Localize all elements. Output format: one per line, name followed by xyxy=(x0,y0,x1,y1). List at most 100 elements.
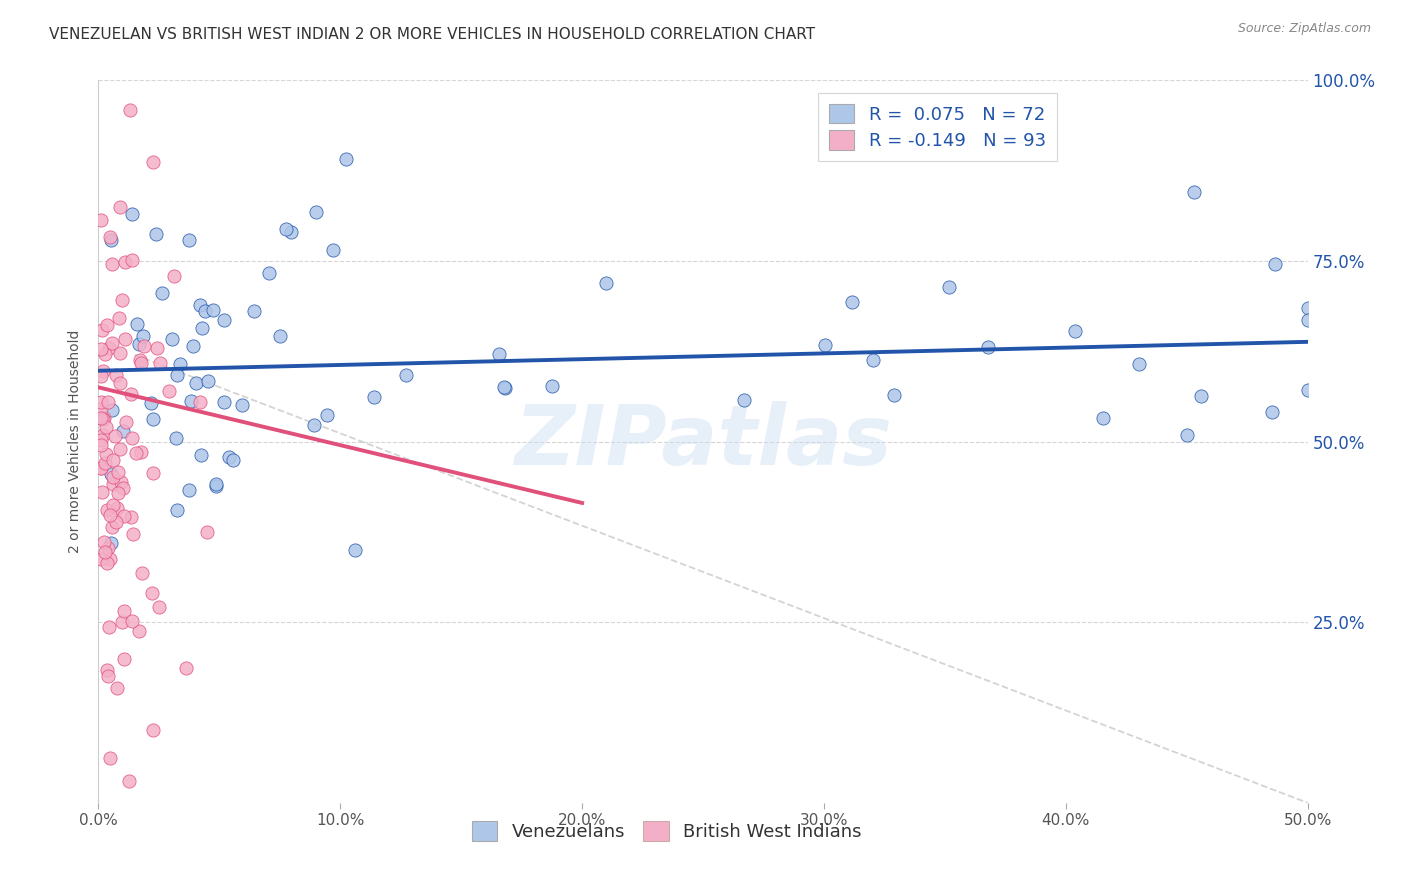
Point xyxy=(112,604,135,618)
Point xyxy=(100,257,122,271)
Point xyxy=(93,412,115,426)
Point xyxy=(269,328,291,343)
Point xyxy=(195,524,218,539)
Point xyxy=(94,420,117,434)
Point xyxy=(90,395,112,409)
Text: VENEZUELAN VS BRITISH WEST INDIAN 2 OR MORE VEHICLES IN HOUSEHOLD CORRELATION CH: VENEZUELAN VS BRITISH WEST INDIAN 2 OR M… xyxy=(49,27,815,42)
Point xyxy=(1296,312,1319,326)
Point xyxy=(98,508,121,522)
Point xyxy=(841,295,863,310)
Point xyxy=(1296,384,1319,398)
Point xyxy=(142,466,165,480)
Point xyxy=(90,460,112,475)
Point xyxy=(91,484,114,499)
Point xyxy=(862,352,884,367)
Point xyxy=(222,453,245,467)
Point xyxy=(120,387,142,401)
Point xyxy=(1182,185,1205,199)
Point xyxy=(90,411,112,425)
Point xyxy=(212,394,235,409)
Point xyxy=(242,304,264,318)
Point xyxy=(132,339,155,353)
Point xyxy=(218,450,240,464)
Point xyxy=(90,460,112,475)
Point xyxy=(322,243,344,257)
Point xyxy=(257,267,280,281)
Point xyxy=(111,615,134,629)
Point xyxy=(883,388,905,402)
Point xyxy=(190,448,212,462)
Point xyxy=(145,227,167,241)
Point xyxy=(101,498,124,512)
Point xyxy=(595,276,617,290)
Point xyxy=(128,353,150,368)
Point xyxy=(488,347,510,361)
Point xyxy=(938,280,960,294)
Point xyxy=(188,395,211,409)
Point xyxy=(122,526,145,541)
Point xyxy=(100,234,122,248)
Point xyxy=(96,503,118,517)
Point xyxy=(108,311,131,326)
Point xyxy=(94,347,117,361)
Point xyxy=(160,332,183,346)
Point xyxy=(98,751,121,765)
Point xyxy=(100,467,122,482)
Point xyxy=(103,470,125,484)
Point xyxy=(141,396,163,410)
Point xyxy=(124,445,146,459)
Point xyxy=(162,268,184,283)
Point xyxy=(110,442,132,456)
Point xyxy=(191,321,214,335)
Point xyxy=(146,341,169,355)
Point xyxy=(494,380,516,394)
Point xyxy=(343,543,366,558)
Point xyxy=(280,225,302,239)
Point xyxy=(1264,257,1286,271)
Point xyxy=(1128,357,1150,371)
Point xyxy=(184,376,207,391)
Point xyxy=(1064,324,1087,338)
Point xyxy=(194,304,217,318)
Point xyxy=(128,336,150,351)
Text: Source: ZipAtlas.com: Source: ZipAtlas.com xyxy=(1237,22,1371,36)
Point xyxy=(201,303,224,318)
Point xyxy=(110,376,132,391)
Point xyxy=(94,545,117,559)
Point xyxy=(174,661,197,675)
Point xyxy=(101,519,124,533)
Legend: Venezuelans, British West Indians: Venezuelans, British West Indians xyxy=(465,814,869,848)
Point xyxy=(363,390,385,404)
Point xyxy=(1189,389,1212,403)
Point xyxy=(98,620,121,634)
Point xyxy=(98,230,121,244)
Point xyxy=(177,233,200,247)
Point xyxy=(96,663,118,677)
Point xyxy=(112,652,135,666)
Point xyxy=(104,429,127,443)
Text: ZIPatlas: ZIPatlas xyxy=(515,401,891,482)
Point xyxy=(335,152,357,166)
Point xyxy=(93,411,115,425)
Point xyxy=(142,723,165,738)
Point xyxy=(110,200,132,214)
Point xyxy=(100,535,122,549)
Point xyxy=(131,566,153,581)
Point xyxy=(115,415,138,429)
Point xyxy=(1091,411,1114,425)
Point xyxy=(121,207,143,221)
Point xyxy=(128,624,150,638)
Point xyxy=(98,341,121,355)
Point xyxy=(105,368,128,383)
Point xyxy=(141,585,163,599)
Point xyxy=(179,483,201,497)
Point xyxy=(142,412,165,426)
Point xyxy=(814,338,837,352)
Point xyxy=(129,445,152,459)
Point xyxy=(97,394,120,409)
Point xyxy=(100,335,122,350)
Point xyxy=(91,364,114,378)
Point xyxy=(101,403,124,417)
Point xyxy=(121,253,143,268)
Point xyxy=(90,343,112,357)
